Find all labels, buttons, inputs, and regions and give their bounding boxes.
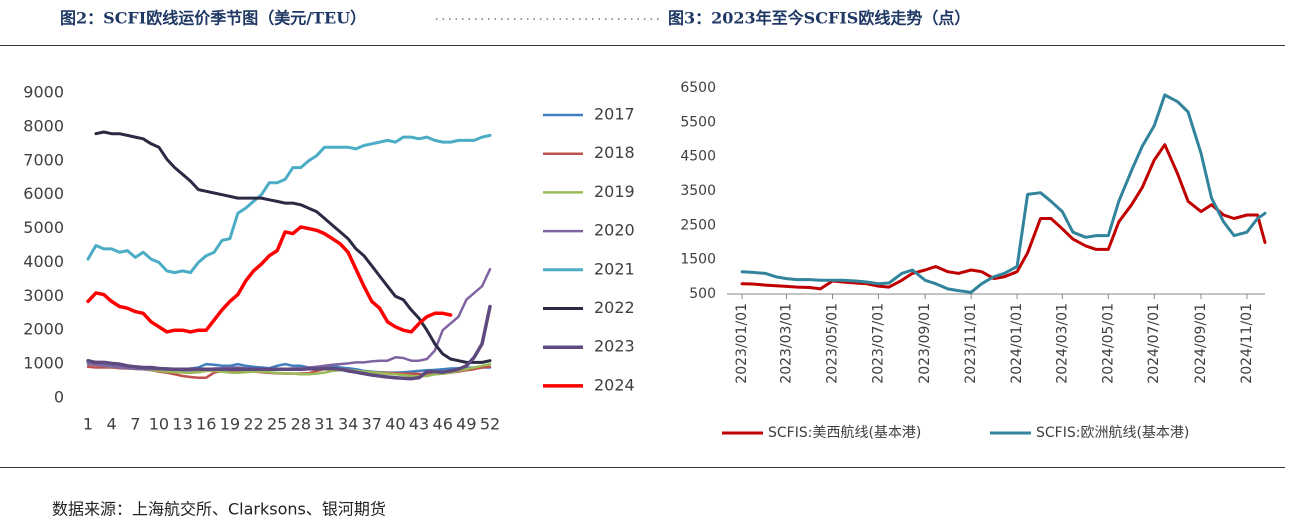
x-tick-label: 28: [291, 415, 311, 434]
x-tick-label: 2024/05/01: [1100, 303, 1116, 384]
y-tick-label: 9000: [23, 83, 64, 102]
x-tick-label: 7: [130, 415, 140, 434]
y-tick-label: 4000: [23, 252, 64, 271]
figure-title: 图2：SCFI欧线运价季节图（美元/TEU）: [60, 9, 366, 28]
x-tick-label: 49: [456, 415, 476, 434]
y-tick-label: 6500: [680, 80, 716, 96]
legend-label: SCFIS:欧洲航线(基本港): [1036, 424, 1189, 441]
x-tick-label: 2023/09/01: [917, 303, 933, 384]
x-tick-label: 13: [172, 415, 192, 434]
y-tick-label: 1000: [23, 354, 64, 373]
x-tick-label: 2024/03/01: [1054, 303, 1070, 384]
y-tick-label: 1500: [680, 252, 716, 268]
x-tick-label: 43: [409, 415, 429, 434]
y-tick-label: 5500: [680, 114, 716, 130]
x-tick-label: 52: [480, 415, 500, 434]
y-tick-label: 500: [689, 286, 716, 302]
legend-label: 2017: [594, 105, 635, 124]
legend-label: 2020: [594, 221, 635, 240]
x-tick-label: 2024/09/01: [1193, 303, 1209, 384]
source-note: 数据来源：上海航交所、Clarksons、银河期货: [52, 500, 386, 519]
y-tick-label: 5000: [23, 218, 64, 237]
x-tick-label: 2023/07/01: [870, 303, 886, 384]
legend-label: 2022: [594, 298, 635, 317]
series-line: [86, 304, 492, 381]
x-tick-label: 2023/05/01: [824, 303, 840, 384]
x-tick-label: 2023/03/01: [779, 303, 795, 384]
x-tick-label: 1: [83, 415, 93, 434]
x-tick-label: 10: [149, 415, 169, 434]
y-tick-label: 7000: [23, 150, 64, 169]
y-tick-label: 0: [54, 388, 64, 407]
x-tick-label: 2023/01/01: [734, 303, 750, 384]
series-line: [94, 130, 492, 364]
legend-label: 2019: [594, 182, 635, 201]
x-tick-label: 34: [338, 415, 358, 434]
x-tick-label: 31: [314, 415, 334, 434]
x-tick-label: 22: [243, 415, 263, 434]
y-tick-label: 3500: [680, 183, 716, 199]
legend-label: SCFIS:美西航线(基本港): [768, 424, 921, 441]
y-tick-label: 8000: [23, 116, 64, 135]
y-tick-label: 4500: [680, 149, 716, 165]
x-tick-label: 4: [107, 415, 117, 434]
series-line: [86, 133, 492, 275]
x-tick-label: 2023/11/01: [963, 303, 979, 384]
x-tick-label: 16: [196, 415, 216, 434]
y-tick-label: 2500: [680, 217, 716, 233]
x-tick-label: 2024/07/01: [1146, 303, 1162, 384]
x-tick-label: 2024/01/01: [1009, 303, 1025, 384]
figure-title: 图3：2023年至今SCFIS欧线走势（点）: [668, 9, 970, 28]
x-tick-label: 19: [220, 415, 240, 434]
series-line: [740, 93, 1267, 294]
y-tick-label: 6000: [23, 184, 64, 203]
legend-label: 2018: [594, 143, 635, 162]
x-tick-label: 2024/11/01: [1239, 303, 1255, 384]
legend-label: 2024: [594, 375, 635, 394]
legend-label: 2021: [594, 259, 635, 278]
x-tick-label: 37: [362, 415, 382, 434]
y-tick-label: 3000: [23, 286, 64, 305]
legend-label: 2023: [594, 337, 635, 356]
x-tick-label: 25: [267, 415, 287, 434]
x-tick-label: 46: [433, 415, 453, 434]
x-tick-label: 40: [385, 415, 405, 434]
series-line: [740, 143, 1267, 291]
y-tick-label: 2000: [23, 320, 64, 339]
series-line: [86, 225, 453, 334]
